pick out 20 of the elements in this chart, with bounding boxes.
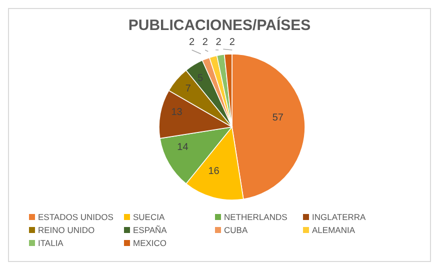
data-label: 2: [216, 37, 222, 48]
legend-label: NETHERLANDS: [224, 212, 288, 222]
legend-label: ESPAÑA: [133, 225, 167, 235]
legend-label: ESTADOS UNIDOS: [38, 212, 114, 222]
legend-label: SUECIA: [133, 212, 165, 222]
data-label: 13: [171, 107, 183, 118]
data-label: 2: [202, 37, 208, 48]
legend-label: ITALIA: [38, 238, 64, 248]
legend-label: MEXICO: [133, 238, 167, 248]
data-label: 7: [185, 83, 192, 94]
legend-label: REINO UNIDO: [38, 225, 95, 235]
data-label: 2: [229, 37, 236, 48]
data-label: 2: [189, 37, 196, 48]
legend-label: INGLATERRA: [312, 212, 366, 222]
legend-label: ALEMANIA: [312, 225, 355, 235]
data-label: 16: [208, 166, 220, 177]
data-label: 14: [177, 142, 189, 154]
data-label: 57: [272, 112, 284, 124]
chart-title: PUBLICACIONES/PAÍSES: [127, 17, 312, 34]
legend-label: CUBA: [224, 225, 248, 235]
